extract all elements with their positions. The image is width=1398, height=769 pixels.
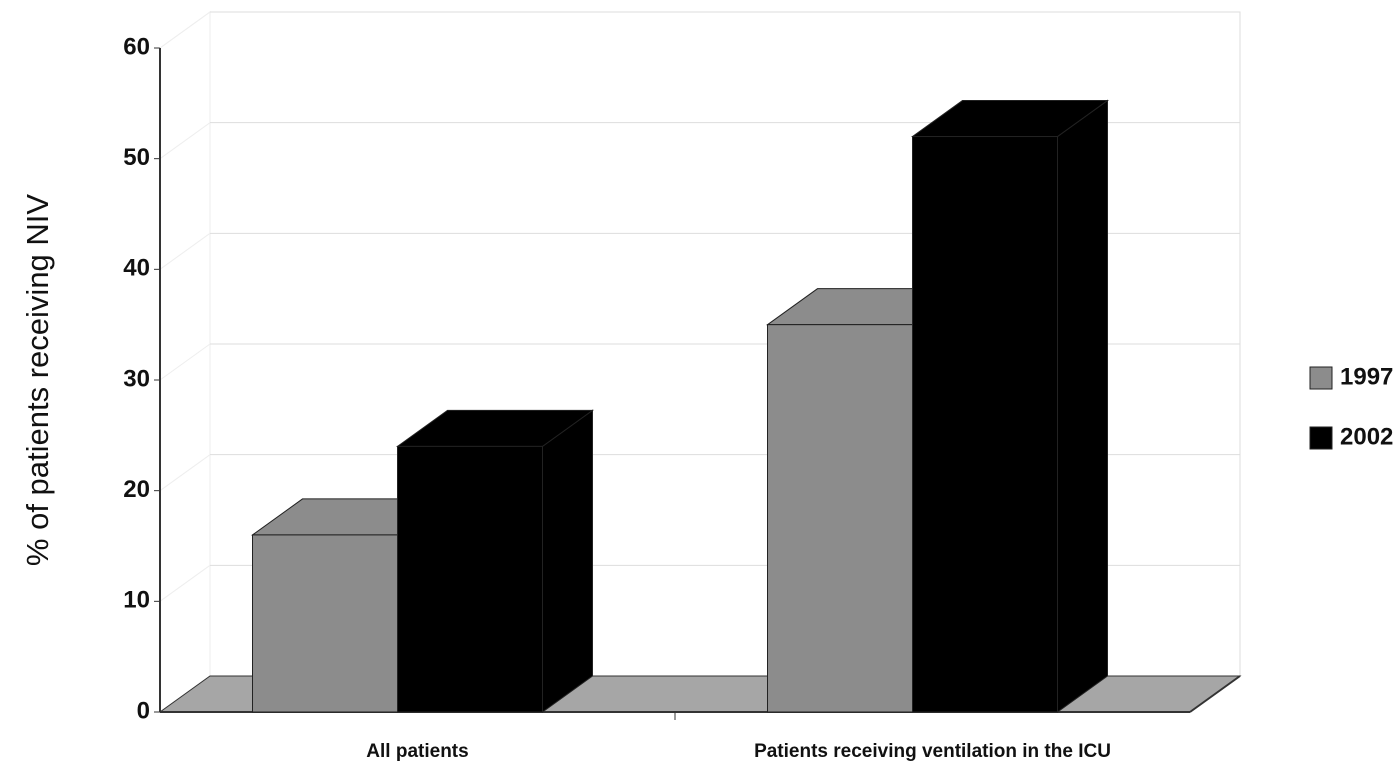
grid-line [159,122,211,160]
grid-line [159,454,211,492]
bar [912,136,1058,713]
grid-line [159,343,211,381]
y-tick-label: 50 [123,144,150,171]
x-tick-label: Patients receiving ventilation in the IC… [754,741,1111,762]
y-tick-label: 10 [123,587,150,614]
legend-label: 1997 [1340,363,1393,390]
grid-line [159,11,211,49]
bar [767,324,913,713]
y-tick-label: 0 [137,697,150,724]
bar [397,445,543,713]
legend-swatch [1309,366,1333,390]
y-axis-label: % of patients receiving NIV [20,194,55,567]
y-tick-label: 40 [123,255,150,282]
bar-side [542,409,593,713]
legend-label: 2002 [1340,423,1393,450]
y-tick-label: 30 [123,365,150,392]
x-tick-label: All patients [366,741,468,762]
grid-line [159,232,211,270]
grid-line [159,564,211,602]
y-tick-label: 60 [123,33,150,60]
bar-side [1057,99,1108,713]
bar [252,534,398,713]
x-axis-side [1189,675,1241,713]
y-tick-label: 20 [123,476,150,503]
legend-swatch [1309,426,1333,450]
